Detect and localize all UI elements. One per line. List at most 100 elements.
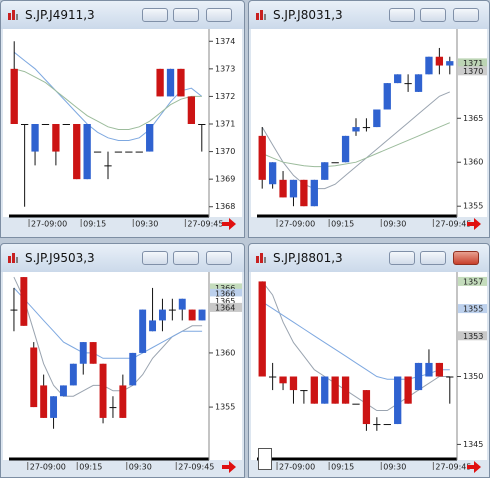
y-tick-label: 1374 [215, 37, 235, 46]
price-tag-label: 1353 [463, 332, 483, 341]
candle-body [362, 127, 371, 129]
scroll-arrow [467, 461, 481, 473]
candle-body [310, 179, 318, 207]
x-tick-label: 27-09:45 [178, 463, 214, 472]
candle-body [404, 83, 412, 85]
candle-body [258, 135, 266, 180]
y-tick-label: 1372 [215, 92, 235, 101]
candle-body [362, 390, 371, 425]
title-bar: S.JP.J4911,3 [1, 1, 244, 29]
candle-body [341, 135, 350, 163]
candle-body [352, 403, 360, 405]
y-tick-label: 1350 [463, 372, 483, 381]
candle-body [41, 124, 50, 125]
close-button[interactable] [206, 8, 232, 22]
candle-body [20, 277, 28, 326]
app-icon [256, 10, 266, 20]
minimize-button[interactable] [142, 251, 168, 265]
candle-body [168, 309, 176, 311]
chart-window: S.JP.J8801,3 1345 1350 1357 1355 1353 27-09:0… [248, 243, 490, 478]
window-title: S.JP.J4911,3 [25, 8, 95, 22]
price-tag [458, 276, 487, 286]
candle-body [10, 309, 18, 311]
chart: 1368 1369 1370 1371 1372 1373 1374 27-09:00 09:1… [3, 29, 242, 230]
app-icon [256, 253, 266, 263]
moving-average [261, 91, 450, 190]
y-tick-label: 1370 [215, 147, 235, 156]
restore-button[interactable] [420, 8, 446, 22]
candle-body [268, 162, 277, 185]
candle-body [258, 281, 266, 377]
candle-body [404, 376, 412, 404]
price-tag-label: 1364 [215, 303, 235, 312]
restore-button[interactable] [420, 251, 446, 265]
window-title: S.JP.J9503,3 [25, 251, 95, 265]
restore-button[interactable] [173, 251, 199, 265]
chart: 1345 1350 1357 1355 1353 27-09:00 09:15 09:30 27… [251, 272, 487, 473]
moving-average [262, 122, 450, 168]
minimize-button[interactable] [389, 8, 415, 22]
title-bar: S.JP.J8801,3 [249, 244, 489, 272]
candle-body [321, 162, 329, 180]
candle-body [425, 362, 433, 377]
candle-body [149, 320, 157, 332]
candle-body [383, 424, 391, 426]
chart-window: S.JP.J8031,3 1355 1360 1365 1371 1370 27-09:0… [248, 0, 490, 238]
candle-body [435, 362, 444, 377]
restore-button[interactable] [173, 8, 199, 22]
window-title: S.JP.J8031,3 [273, 8, 343, 22]
moving-average [14, 68, 202, 130]
x-tick-label: 27-09:00 [31, 220, 67, 229]
candle-body [177, 68, 185, 97]
y-tick-label: 1371 [215, 120, 235, 129]
moving-average [13, 51, 203, 141]
scroll-box[interactable] [258, 448, 272, 470]
title-bar: S.JP.J8031,3 [249, 1, 489, 29]
moving-average [13, 276, 203, 397]
price-tag [458, 58, 487, 68]
candle-body [69, 363, 77, 386]
candle-body [119, 385, 127, 418]
candle-body [289, 376, 298, 391]
price-tag-label: 1365 [215, 297, 235, 306]
x-tick-label: 09:30 [135, 220, 158, 229]
x-tick-label: 09:15 [83, 220, 106, 229]
candle-body [446, 61, 454, 66]
price-tag-label: 1355 [463, 305, 483, 314]
price-tag-label: 1370 [463, 67, 483, 76]
price-tag [458, 66, 487, 76]
price-tag [210, 296, 242, 306]
candle-body [373, 109, 381, 128]
candle-body [114, 151, 123, 153]
candle-body [83, 124, 91, 180]
x-tick-label: 09:30 [129, 463, 152, 472]
close-button[interactable] [453, 8, 479, 22]
price-tag [210, 283, 242, 293]
minimize-button[interactable] [142, 8, 168, 22]
price-tag [210, 302, 242, 312]
close-button[interactable] [453, 251, 479, 265]
candle-body [321, 376, 329, 404]
price-tag-label: 1366 [215, 284, 235, 293]
scroll-arrow [467, 218, 481, 230]
candle-body [178, 298, 186, 310]
app-icon [8, 253, 18, 263]
minimize-button[interactable] [389, 251, 415, 265]
y-tick-label: 1369 [215, 175, 235, 184]
chart-window: S.JP.J9503,3 1355 1360 1366 1366 1365 1364 27-… [0, 243, 245, 478]
close-button[interactable] [206, 251, 232, 265]
y-tick-label: 1355 [215, 403, 235, 412]
candle-body [146, 124, 154, 152]
candle-body [352, 127, 360, 132]
candle-body [341, 376, 350, 404]
candle-body [187, 96, 196, 124]
scroll-arrow [222, 218, 236, 230]
candle-body [73, 124, 81, 180]
x-tick-label: 27-09:45 [435, 463, 471, 472]
candle-body [166, 68, 175, 97]
candle-body [135, 151, 143, 153]
candle-body [198, 309, 206, 321]
candle-body [79, 342, 87, 364]
